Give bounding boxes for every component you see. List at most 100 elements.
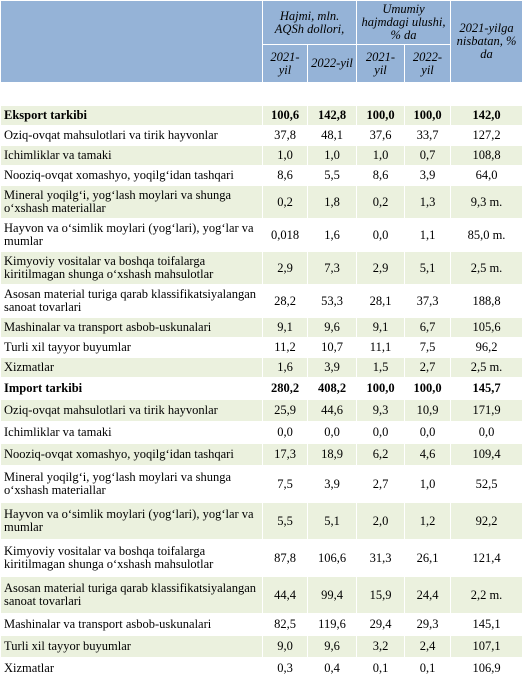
cell-value: 9,6 [306, 317, 358, 338]
row-label: Xizmatlar [0, 657, 263, 680]
cell-value: 44,4 [262, 576, 308, 614]
cell-value: 26,1 [404, 539, 452, 577]
cell-value: 0,7 [404, 145, 452, 166]
table-row: Turli xil tayyor buyumlar 11,2 10,7 11,1 7,5… [0, 337, 522, 358]
cell-value: 2,5 m. [450, 357, 522, 378]
cell-value: 44,6 [306, 399, 358, 422]
cell-value: 100,6 [262, 105, 308, 126]
cell-value: 0,1 [356, 657, 406, 680]
table-row: Xizmatlar 0,3 0,4 0,1 0,1 106,9 [0, 657, 522, 680]
cell-value: 82,5 [262, 613, 308, 636]
cell-value: 24,4 [404, 576, 452, 614]
cell-value: 3,9 [306, 465, 358, 503]
header-year: 2022-yil [306, 44, 358, 83]
row-label: Hayvon va o‘simlik moylari (yog‘lari), y… [0, 218, 263, 252]
table-row: Ichimliklar va tamaki 0,0 0,0 0,0 0,0 0,0 [0, 421, 522, 444]
spacer-row [0, 82, 522, 106]
row-label: Kimyoviy vositalar va boshqa toifalarga … [0, 251, 263, 285]
cell-value: 0,1 [404, 657, 452, 680]
cell-value: 7,3 [306, 251, 358, 285]
cell-value: 1,3 [404, 185, 452, 219]
table-row: Xizmatlar 1,6 3,9 1,5 2,7 2,5 m. [0, 357, 522, 378]
cell-value: 100,0 [404, 377, 452, 400]
cell-value: 96,2 [450, 337, 522, 358]
table-row: Hayvon va o‘simlik moylari (yog‘lari), y… [0, 502, 522, 540]
table-row: Oziq-ovqat mahsulotlari va tirik hayvonl… [0, 125, 522, 146]
cell-value: 0,0 [306, 421, 358, 444]
cell-value: 64,0 [450, 165, 522, 186]
cell-value: 9,0 [262, 635, 308, 658]
table-row: Hayvon va o‘simlik moylari (yog‘lari), y… [0, 218, 522, 252]
cell-value: 145,1 [450, 613, 522, 636]
cell-value: 3,2 [356, 635, 406, 658]
row-label: Mashinalar va transport asbob-uskunalari [0, 613, 263, 636]
header-ratio: 2021-yilga nisbatan, % da [450, 0, 522, 83]
cell-value: 5,5 [306, 165, 358, 186]
cell-value: 28,1 [356, 284, 406, 318]
cell-value: 3,9 [404, 165, 452, 186]
cell-value: 18,9 [306, 443, 358, 466]
cell-value: 408,2 [306, 377, 358, 400]
table-row: Asosan material turiga qarab klassifikat… [0, 576, 522, 614]
table-row: Nooziq-ovqat xomashyo, yoqilg‘idan tashq… [0, 443, 522, 466]
cell-value: 119,6 [306, 613, 358, 636]
cell-value: 25,9 [262, 399, 308, 422]
cell-value: 31,3 [356, 539, 406, 577]
table-row: Kimyoviy vositalar va boshqa toifalarga … [0, 539, 522, 577]
cell-value: 33,7 [404, 125, 452, 146]
row-label: Mineral yoqilg‘i, yog‘lash moylari va sh… [0, 185, 263, 219]
table-row: Nooziq-ovqat xomashyo, yoqilg‘idan tashq… [0, 165, 522, 186]
cell-value: 11,1 [356, 337, 406, 358]
cell-value: 109,4 [450, 443, 522, 466]
cell-value: 10,9 [404, 399, 452, 422]
header-empty [0, 0, 263, 83]
cell-value: 2,4 [404, 635, 452, 658]
cell-value: 8,6 [356, 165, 406, 186]
cell-value: 2,5 m. [450, 251, 522, 285]
cell-value: 1,6 [262, 357, 308, 378]
cell-value: 7,5 [262, 465, 308, 503]
cell-value: 1,0 [404, 465, 452, 503]
cell-value: 171,9 [450, 399, 522, 422]
cell-value: 105,6 [450, 317, 522, 338]
cell-value: 0,0 [356, 421, 406, 444]
cell-value: 6,2 [356, 443, 406, 466]
cell-value: 7,5 [404, 337, 452, 358]
cell-value: 53,3 [306, 284, 358, 318]
cell-value: 142,8 [306, 105, 358, 126]
cell-value: 4,6 [404, 443, 452, 466]
row-label: Xizmatlar [0, 357, 263, 378]
cell-value: 106,6 [306, 539, 358, 577]
cell-value: 1,0 [262, 145, 308, 166]
table-row: Eksport tarkibi 100,6 142,8 100,0 100,0 142,0 [0, 105, 522, 126]
row-label: Asosan material turiga qarab klassifikat… [0, 576, 263, 614]
row-label: Ichimliklar va tamaki [0, 421, 263, 444]
header-year: 2021-yil [262, 44, 308, 83]
cell-value: 0,3 [262, 657, 308, 680]
cell-value: 48,1 [306, 125, 358, 146]
cell-value: 99,4 [306, 576, 358, 614]
table-row: Kimyoviy vositalar va boshqa toifalarga … [0, 251, 522, 285]
header-volume: Hajmi, mln. AQSh dollori, [261, 0, 358, 45]
cell-value: 0,018 [262, 218, 308, 252]
cell-value: 29,4 [356, 613, 406, 636]
table-row: Mineral yoqilg‘i, yog‘lash moylari va sh… [0, 465, 522, 503]
header-year: 2021-yil [356, 44, 406, 83]
cell-value: 2,9 [356, 251, 406, 285]
cell-value: 15,9 [356, 576, 406, 614]
cell-value: 6,7 [404, 317, 452, 338]
header-share: Umumiy hajmdagi ulushi, % da [356, 0, 452, 45]
cell-value: 280,2 [262, 377, 308, 400]
row-label: Oziq-ovqat mahsulotlari va tirik hayvonl… [0, 125, 263, 146]
cell-value: 9,1 [356, 317, 406, 338]
table-row: Import tarkibi 280,2 408,2 100,0 100,0 145,7 [0, 377, 522, 400]
cell-value: 92,2 [450, 502, 522, 540]
cell-value: 37,8 [262, 125, 308, 146]
cell-value: 121,4 [450, 539, 522, 577]
cell-value: 10,7 [306, 337, 358, 358]
cell-value: 85,0 m. [450, 218, 522, 252]
cell-value: 5,1 [306, 502, 358, 540]
row-label: Turli xil tayyor buyumlar [0, 635, 263, 658]
cell-value: 17,3 [262, 443, 308, 466]
